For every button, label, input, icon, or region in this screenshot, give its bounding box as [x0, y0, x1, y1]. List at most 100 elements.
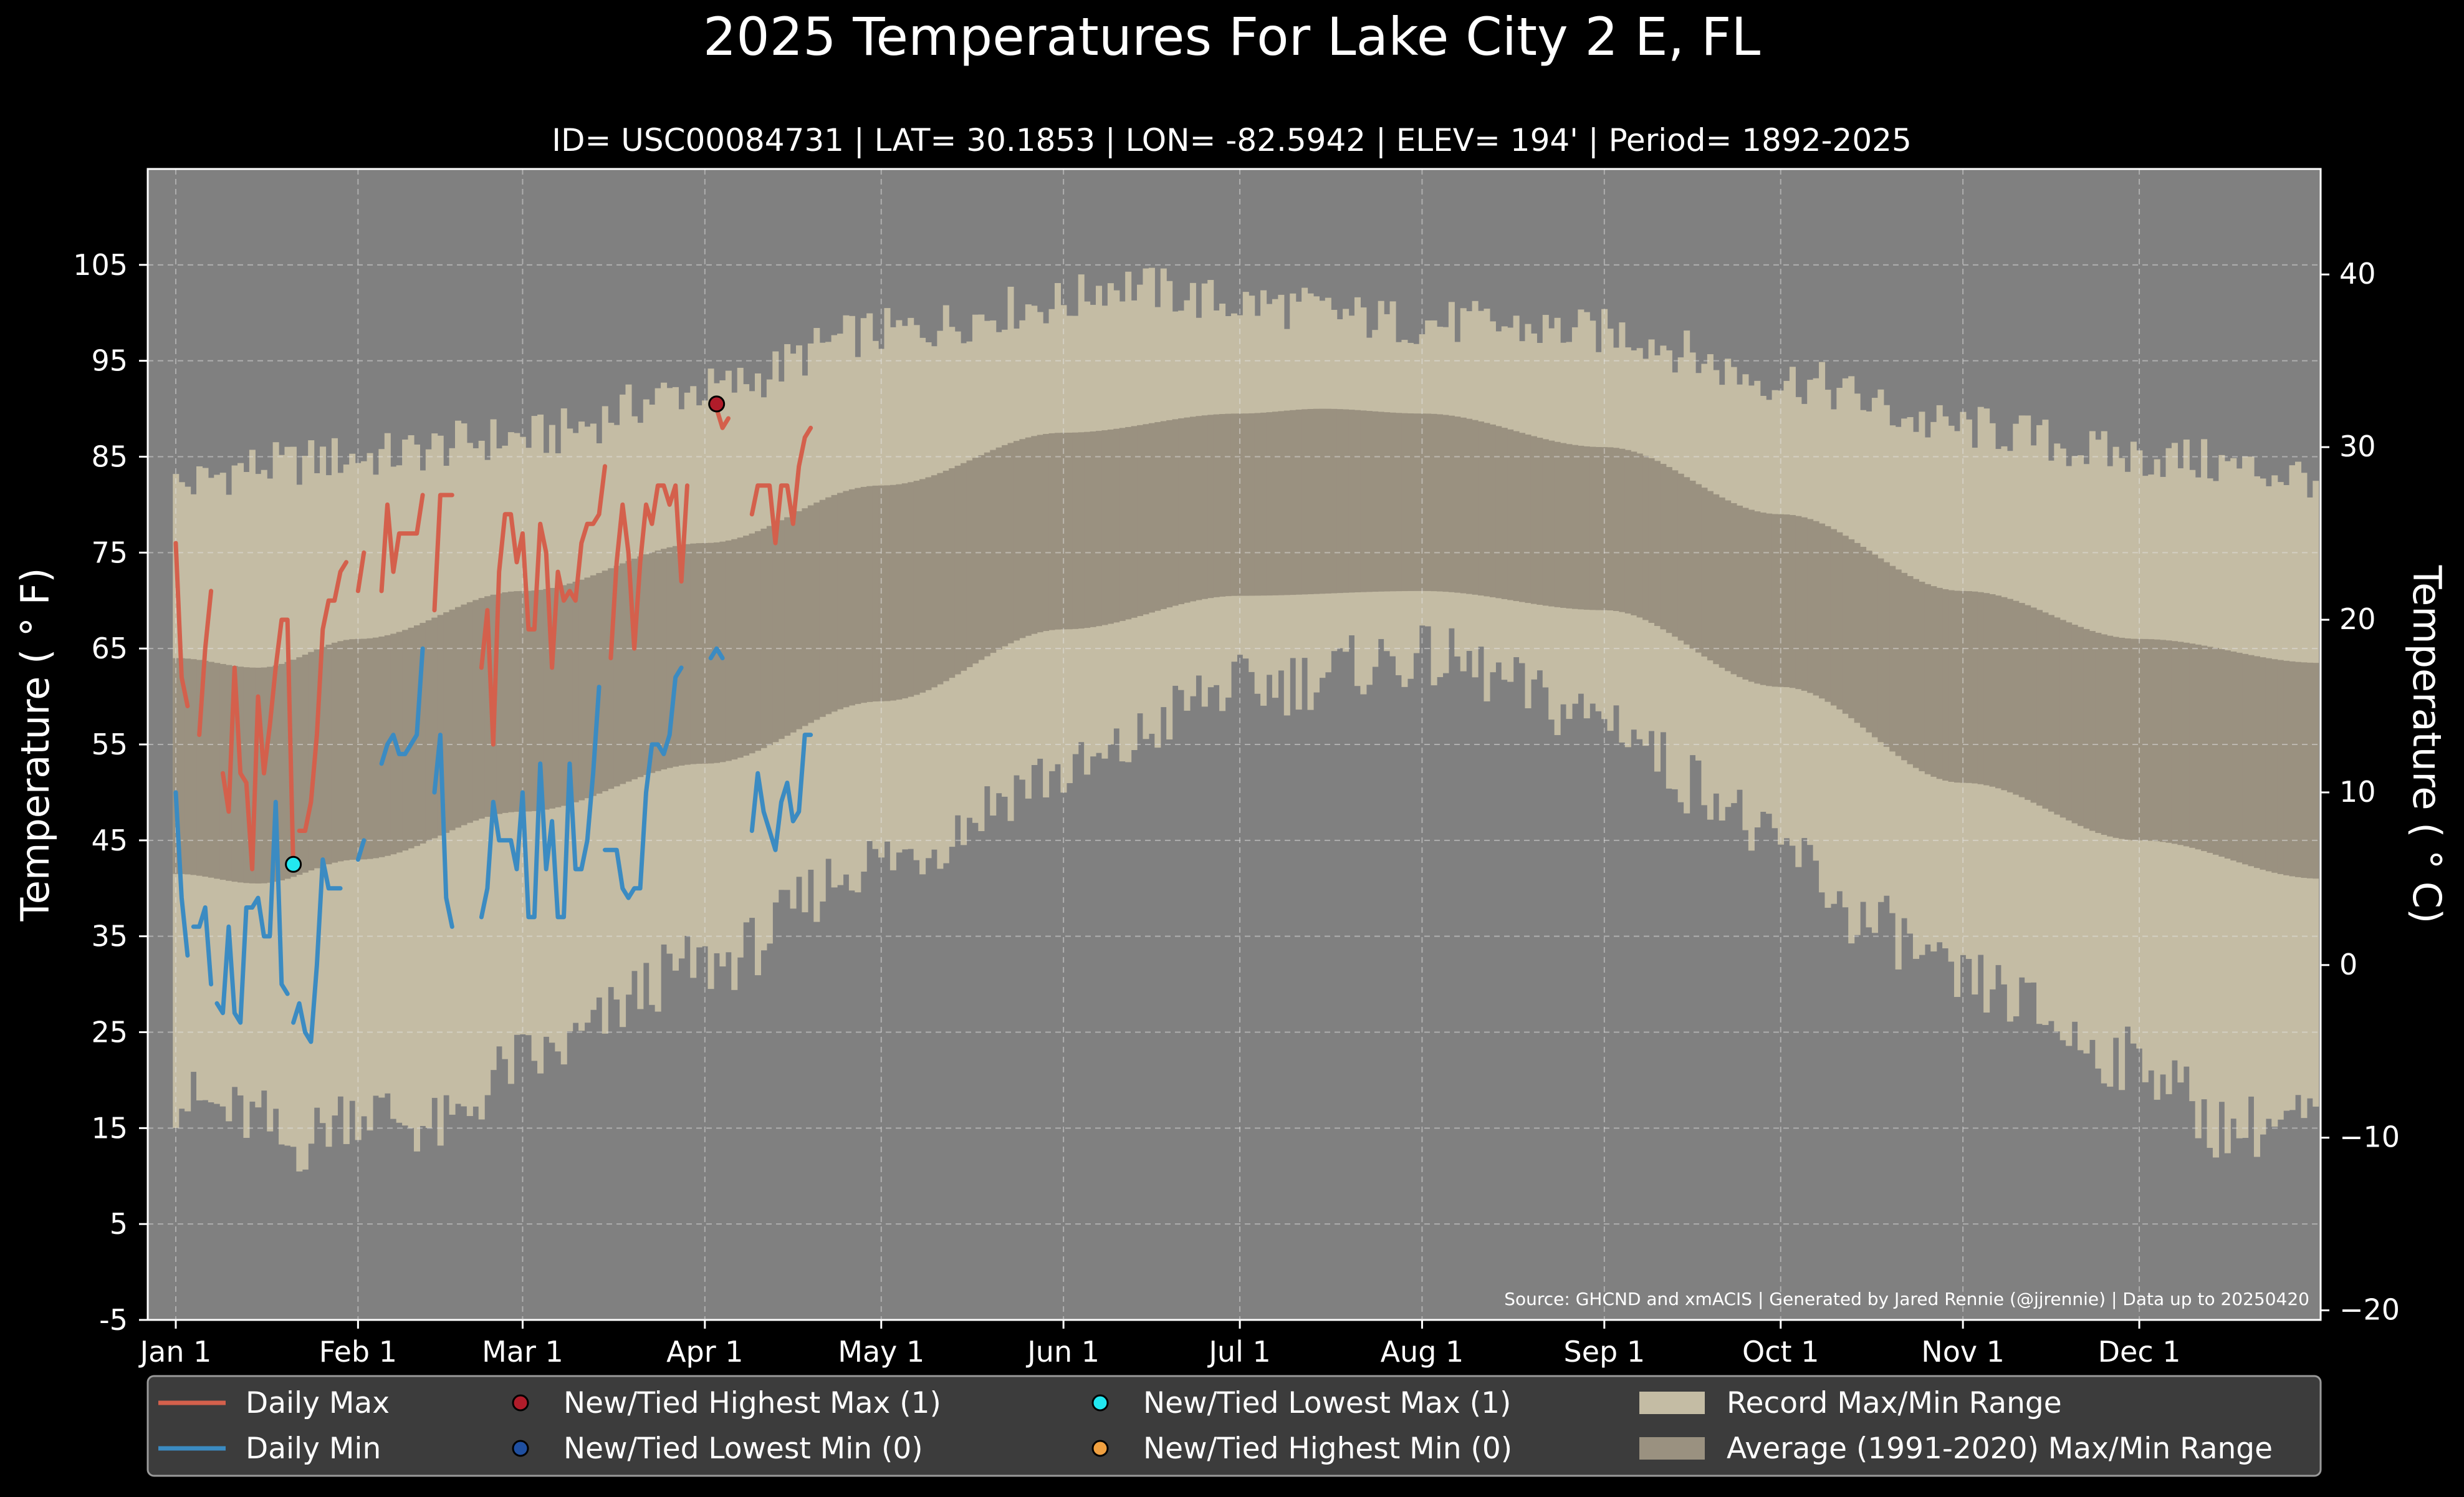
y-axis-left: 105 95 85 75 65 55 45 35 25 15 5 -5	[73, 248, 148, 1337]
normal-range-bar	[1660, 464, 1667, 630]
normal-range-bar	[1249, 413, 1255, 596]
legend-item: Daily Min	[158, 1432, 381, 1466]
y-tick-label: 65	[91, 632, 128, 665]
y-right-tick-label: 30	[2339, 430, 2376, 463]
normal-range-bar	[2207, 647, 2213, 853]
normal-range-bar	[1295, 410, 1302, 595]
normal-range-bar	[567, 583, 573, 804]
x-tick-label: Mar 1	[482, 1335, 563, 1369]
normal-range-bar	[2066, 622, 2073, 821]
normal-range-bar	[2030, 607, 2037, 803]
normal-range-bar	[784, 517, 791, 736]
normal-range-bar	[1666, 467, 1672, 633]
normal-range-bar	[802, 508, 808, 726]
normal-range-bar	[396, 632, 403, 853]
y-tick-label: 75	[91, 536, 128, 569]
normal-range-bar	[178, 658, 185, 874]
normal-range-bar	[1854, 542, 1861, 723]
legend-item: Daily Max	[158, 1386, 390, 1420]
normal-range-bar	[1672, 470, 1679, 637]
normal-range-bar	[1078, 432, 1085, 629]
normal-range-bar	[1048, 433, 1055, 630]
normal-range-bar	[2271, 659, 2278, 873]
normal-range-bar	[2212, 648, 2219, 855]
normal-range-bar	[272, 665, 279, 882]
normal-range-bar	[608, 568, 615, 789]
daily-max-line	[432, 493, 454, 613]
normal-range-bar	[1578, 445, 1584, 610]
normal-range-bar	[1425, 413, 1432, 591]
normal-range-bar	[1107, 429, 1114, 624]
normal-range-bar	[1266, 412, 1273, 596]
plot-area: Source: GHCND and xmACIS | Generated by …	[146, 168, 2322, 1321]
normal-range-bar	[2236, 652, 2243, 863]
normal-range-bar	[2260, 657, 2266, 870]
normal-range-bar	[1860, 547, 1867, 728]
daily-max-line	[173, 541, 190, 708]
normal-range-bar	[1413, 413, 1420, 591]
normal-range-bar	[1484, 423, 1490, 597]
daily-min-line	[355, 838, 367, 862]
normal-range-bar	[1137, 425, 1144, 617]
normal-range-bar	[855, 488, 861, 705]
normal-range-bar	[1302, 409, 1308, 595]
legend-label: Record Max/Min Range	[1727, 1386, 2062, 1420]
legend-item: New/Tied Highest Max (1)	[512, 1386, 941, 1420]
normal-range-bar	[525, 590, 532, 812]
normal-range-bar	[2283, 660, 2290, 875]
normal-range-bar	[1184, 417, 1191, 603]
normal-range-bar	[749, 533, 755, 754]
normal-range-bar	[425, 620, 432, 841]
normal-range-bar	[584, 577, 591, 799]
normal-range-bar	[1007, 443, 1014, 643]
normal-range-bar	[1002, 445, 1009, 647]
normal-range-bar	[543, 589, 550, 810]
x-tick-label: Oct 1	[1742, 1335, 1819, 1369]
normal-range-bar	[2078, 627, 2084, 826]
y-tick-label: 15	[91, 1111, 128, 1145]
y-right-tick-label: 10	[2339, 775, 2376, 809]
daily-max-line	[355, 550, 367, 594]
normal-range-bar	[949, 468, 956, 678]
normal-range-bar	[1148, 423, 1155, 613]
normal-range-bar	[2112, 637, 2119, 838]
normal-range-bar	[1795, 516, 1802, 690]
normal-range-bar	[1366, 411, 1373, 592]
normal-range-bar	[843, 491, 850, 708]
normal-range-bar	[825, 497, 832, 715]
normal-range-bar	[919, 479, 926, 693]
normal-range-bar	[284, 662, 291, 879]
daily-min-line	[214, 799, 290, 1025]
normal-range-bar	[454, 607, 462, 828]
normal-range-bar	[937, 473, 944, 685]
normal-range-bar	[1384, 412, 1391, 592]
normal-range-bar	[1472, 420, 1479, 595]
normal-range-bar	[1883, 562, 1890, 747]
normal-range-bar	[185, 658, 191, 875]
normal-range-bar	[1372, 411, 1379, 592]
normal-range-bar	[2083, 628, 2090, 829]
normal-range-bar	[1554, 441, 1561, 607]
normal-range-bar	[737, 537, 744, 758]
normal-range-bar	[2189, 643, 2196, 848]
normal-range-bar	[931, 475, 937, 688]
y-tick-label: 5	[110, 1207, 128, 1241]
normal-range-bar	[1936, 587, 1943, 779]
normal-range-bar	[772, 523, 779, 743]
normal-range-bar	[1583, 446, 1590, 610]
normal-range-bar	[1819, 523, 1826, 699]
normal-range-bar	[1789, 515, 1796, 688]
normal-range-bar	[461, 604, 467, 826]
normal-range-bar	[1613, 448, 1619, 611]
normal-range-bar	[320, 647, 327, 867]
normal-range-bar	[2006, 599, 2013, 792]
normal-range-bar	[1636, 453, 1643, 618]
normal-range-bar	[1901, 572, 1908, 761]
normal-range-bar	[378, 636, 385, 857]
normal-range-bar	[1530, 436, 1537, 604]
normal-range-bar	[872, 485, 879, 702]
normal-range-bar	[719, 541, 726, 763]
y-tick-label: 55	[91, 728, 128, 761]
normal-range-bar	[555, 586, 562, 807]
normal-range-bar	[1866, 551, 1872, 733]
